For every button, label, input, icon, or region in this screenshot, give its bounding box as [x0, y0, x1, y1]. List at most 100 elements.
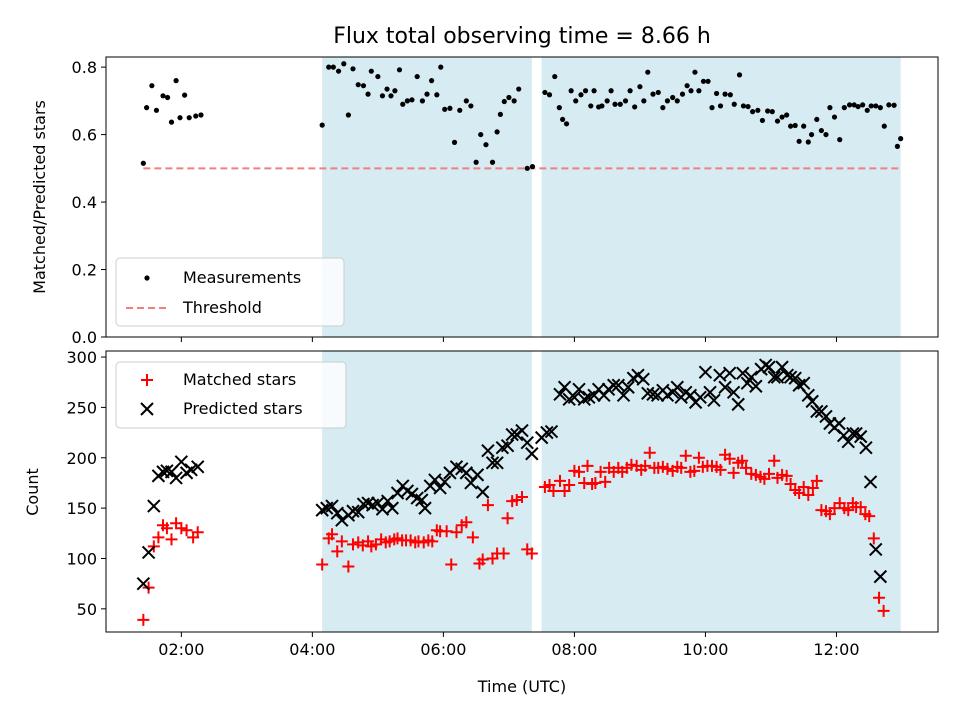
measurements-point	[409, 97, 415, 103]
measurements-point	[645, 69, 651, 75]
measurements-point	[345, 112, 351, 118]
measurements-point	[604, 98, 610, 104]
measurements-point	[641, 98, 647, 104]
predicted-stars-point	[346, 504, 360, 518]
matched-stars-point	[679, 449, 692, 462]
measurements-point	[617, 101, 623, 107]
measurements-point	[164, 94, 171, 101]
measurements-point	[478, 131, 484, 138]
matched-stars-point	[625, 458, 638, 471]
predicted-stars-point	[740, 376, 755, 390]
predicted-stars-point	[707, 393, 721, 408]
measurements-point	[674, 98, 680, 104]
matched-stars-point	[476, 553, 489, 566]
measurements-point	[700, 78, 707, 84]
predicted-stars-point	[703, 385, 717, 400]
predicted-stars-point	[698, 365, 713, 379]
measurements-point	[696, 88, 702, 94]
measurements-point	[860, 102, 866, 108]
predicted-stars-point	[859, 440, 873, 455]
legend-predicted-marker	[140, 402, 154, 416]
matched-stars-point	[688, 464, 701, 477]
measurements-point	[837, 137, 843, 143]
measurements-point	[894, 143, 900, 149]
predicted-stars-point	[136, 576, 151, 591]
measurements-point	[805, 139, 811, 145]
measurements-point	[494, 129, 500, 135]
predicted-stars-point	[415, 493, 429, 507]
measurements-point	[451, 139, 458, 145]
y-tick-label: 150	[66, 499, 97, 518]
matched-stars-point	[768, 454, 781, 467]
y-tick-label: 0.2	[72, 261, 97, 280]
predicted-stars-point	[380, 494, 395, 508]
measurements-point	[622, 98, 629, 104]
measurements-point	[792, 122, 798, 129]
measurements-point	[330, 64, 336, 70]
matched-stars-point	[191, 526, 204, 539]
predicted-stars-point	[437, 475, 452, 489]
predicted-stars-point	[500, 438, 515, 453]
measurements-point	[529, 164, 536, 170]
measurements-point	[186, 115, 192, 121]
predicted-stars-point	[853, 429, 868, 444]
measurements-point	[177, 115, 183, 121]
measurements-point	[457, 107, 463, 113]
measurements-point	[360, 83, 367, 89]
matched-stars-point	[165, 533, 178, 546]
x-tick-label: 10:00	[682, 640, 728, 659]
matched-stars-point	[692, 451, 705, 464]
measurements-point	[740, 103, 747, 109]
measurements-point	[655, 89, 661, 96]
matched-stars-point	[450, 526, 463, 539]
measurements-point	[438, 64, 444, 70]
measurements-point	[796, 138, 802, 144]
measurements-point	[483, 142, 489, 148]
measurements-point	[736, 72, 743, 78]
measurements-point	[511, 98, 517, 104]
measurements-point	[392, 88, 398, 94]
measurements-point	[818, 127, 824, 134]
measurements-point	[506, 94, 512, 101]
matched-stars-point	[784, 477, 797, 490]
ratio-legend: Measurements Threshold	[115, 257, 345, 327]
measurements-point	[650, 91, 656, 97]
matched-stars-point	[466, 531, 479, 544]
measurements-point	[149, 83, 155, 89]
measurements-point	[350, 66, 356, 72]
matched-stars-point	[589, 476, 602, 489]
matched-stars-point	[854, 501, 867, 514]
measurements-point	[891, 102, 897, 108]
measurements-point	[153, 107, 160, 113]
predicted-stars-point	[184, 463, 198, 477]
measurements-point	[808, 131, 815, 138]
predicted-stars-point	[505, 427, 519, 442]
measurements-point	[588, 103, 594, 109]
predicted-stars-point	[762, 360, 776, 374]
measurements-point	[765, 108, 771, 114]
predicted-stars-point	[174, 455, 189, 469]
matched-stars-point	[780, 469, 793, 482]
predicted-stars-point	[544, 424, 559, 439]
y-tick-label: 0.4	[72, 193, 97, 212]
matched-stars-point	[553, 474, 566, 487]
matched-stars-point	[412, 535, 425, 548]
matched-stars-point	[331, 545, 344, 558]
measurements-point	[524, 165, 530, 171]
measurements-point	[755, 107, 761, 113]
predicted-stars-point	[481, 444, 495, 458]
measurements-point	[319, 122, 325, 128]
measurements-point	[637, 84, 643, 90]
matched-stars-point	[661, 462, 674, 475]
matched-stars-point	[170, 517, 183, 530]
matched-stars-point	[802, 489, 815, 502]
count-panel: 02:00 04:00 06:00 08:00 10:00 12:00 50 100 150 20…	[23, 348, 939, 696]
measurements-point	[823, 131, 829, 138]
measurements-point	[516, 86, 522, 92]
matched-stars-point	[714, 463, 727, 476]
measurements-point	[627, 88, 633, 94]
measurements-point	[335, 68, 342, 74]
predicted-stars-point	[722, 366, 737, 380]
measurements-point	[727, 92, 733, 98]
matched-stars-point	[342, 560, 355, 573]
